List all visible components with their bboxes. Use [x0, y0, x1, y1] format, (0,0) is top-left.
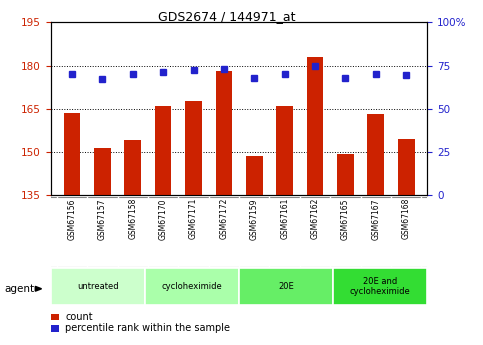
Bar: [185, 101, 202, 195]
Text: GSM67170: GSM67170: [158, 198, 168, 239]
Bar: [64, 113, 80, 195]
Bar: [215, 71, 232, 195]
Bar: [276, 106, 293, 195]
Bar: [307, 57, 324, 195]
Text: GSM67171: GSM67171: [189, 198, 198, 239]
Bar: [333, 268, 427, 305]
Text: GSM67162: GSM67162: [311, 198, 320, 239]
Bar: [239, 268, 333, 305]
Bar: [155, 106, 171, 195]
Text: GSM67156: GSM67156: [68, 198, 76, 239]
Text: GSM67168: GSM67168: [402, 198, 411, 239]
Text: GDS2674 / 144971_at: GDS2674 / 144971_at: [158, 10, 296, 23]
Text: 20E and
cycloheximide: 20E and cycloheximide: [350, 277, 411, 296]
Text: GSM67172: GSM67172: [219, 198, 228, 239]
Bar: [246, 156, 263, 195]
Polygon shape: [35, 286, 42, 291]
Bar: [368, 115, 384, 195]
Text: GSM67157: GSM67157: [98, 198, 107, 239]
Text: cycloheximide: cycloheximide: [162, 282, 222, 291]
Text: count: count: [65, 312, 93, 322]
Text: untreated: untreated: [77, 282, 119, 291]
Text: 20E: 20E: [278, 282, 294, 291]
Text: percentile rank within the sample: percentile rank within the sample: [65, 324, 230, 333]
Bar: [51, 268, 145, 305]
Text: GSM67167: GSM67167: [371, 198, 380, 239]
Bar: [337, 154, 354, 195]
Bar: [125, 140, 141, 195]
Text: agent: agent: [5, 284, 35, 294]
Bar: [145, 268, 239, 305]
Text: GSM67161: GSM67161: [280, 198, 289, 239]
Text: GSM67165: GSM67165: [341, 198, 350, 239]
Text: GSM67158: GSM67158: [128, 198, 137, 239]
Bar: [398, 139, 414, 195]
Text: GSM67159: GSM67159: [250, 198, 259, 239]
Bar: [94, 148, 111, 195]
